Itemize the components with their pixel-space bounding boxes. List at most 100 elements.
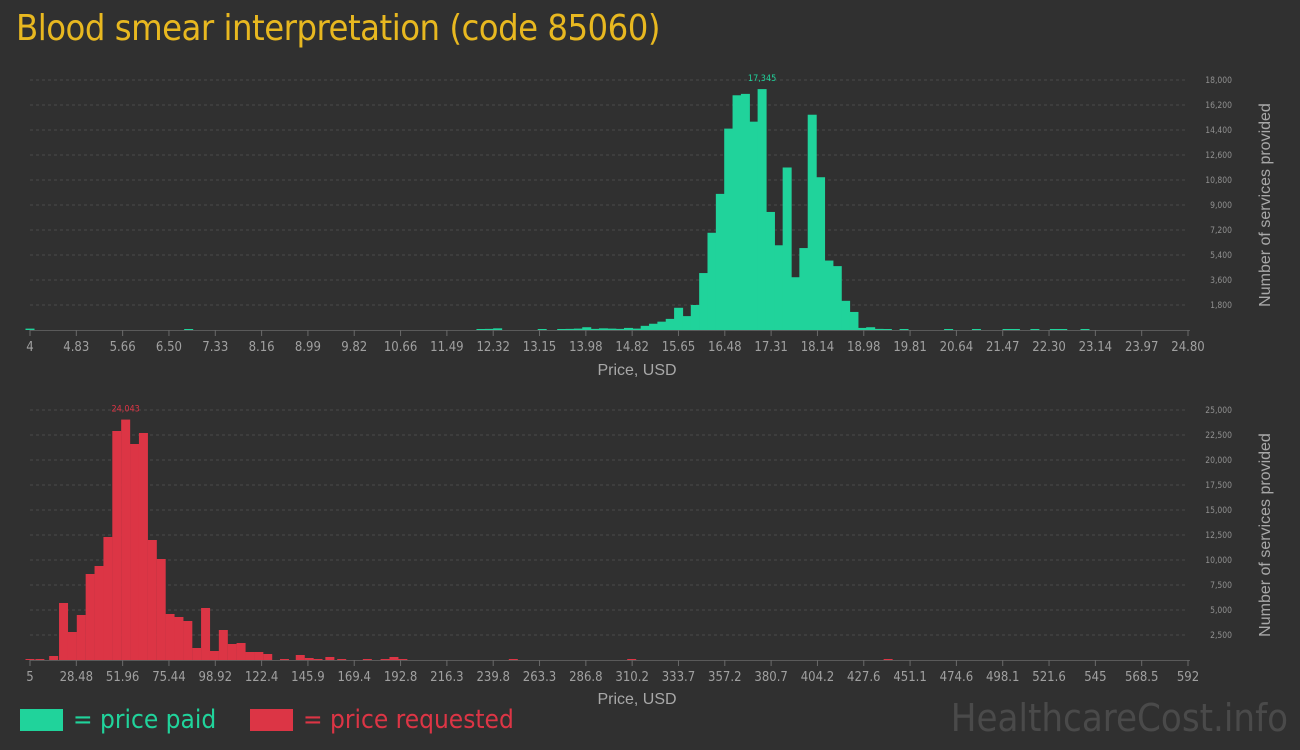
bar [476, 329, 486, 330]
y-axis-title: Number of services provided [1257, 103, 1274, 307]
bar [236, 643, 246, 660]
x-tick-label: 4 [26, 340, 33, 355]
x-tick-label: 216.3 [430, 670, 463, 685]
bar [398, 659, 408, 660]
bar [632, 328, 642, 330]
bar [649, 323, 659, 330]
bar [184, 329, 194, 330]
bar [774, 245, 784, 330]
y-tick-label: 12,600 [1205, 151, 1232, 161]
y-tick-label: 3,600 [1210, 276, 1232, 286]
bar [607, 328, 617, 330]
x-tick-label: 498.1 [986, 670, 1019, 685]
x-tick-label: 21.47 [986, 340, 1019, 355]
bar [201, 608, 211, 660]
y-tick-label: 9,000 [1210, 201, 1232, 211]
x-tick-label: 8.16 [249, 340, 275, 355]
x-tick-label: 286.8 [569, 670, 602, 685]
bar [380, 659, 390, 660]
bar [35, 659, 45, 660]
bar [1010, 329, 1020, 330]
x-tick-label: 5 [26, 670, 33, 685]
bar [557, 329, 567, 330]
x-tick-label: 13.98 [569, 340, 602, 355]
bar [1002, 329, 1012, 330]
bar [85, 574, 95, 660]
bar [94, 566, 104, 660]
legend-price-paid: = price paid [20, 704, 216, 736]
x-tick-label: 22.30 [1032, 340, 1065, 355]
x-tick-label: 122.4 [245, 670, 278, 685]
bar [707, 232, 717, 330]
bar [263, 654, 273, 660]
x-tick-label: 169.4 [337, 670, 370, 685]
x-tick-label: 51.96 [106, 670, 139, 685]
bar [615, 328, 625, 330]
bar [782, 167, 792, 330]
bar [715, 193, 725, 330]
x-tick-label: 310.2 [615, 670, 648, 685]
x-tick-label: 8.99 [295, 340, 321, 355]
bar [279, 659, 289, 660]
bar [254, 652, 264, 660]
bar [1030, 329, 1040, 330]
bar [857, 327, 867, 330]
bar [791, 277, 801, 330]
bar [640, 325, 650, 330]
bar [757, 89, 767, 330]
x-tick-label: 23.97 [1125, 340, 1158, 355]
bar [25, 328, 35, 330]
bar [337, 659, 347, 660]
bar [874, 328, 884, 330]
bar [67, 632, 77, 660]
y-tick-label: 25,000 [1205, 406, 1232, 416]
x-tick-label: 10.66 [384, 340, 417, 355]
y-tick-label: 2,500 [1210, 631, 1232, 641]
bar [565, 328, 575, 330]
bar [807, 114, 817, 330]
legend-swatch-requested [250, 709, 293, 731]
bar [165, 614, 175, 660]
bar [174, 617, 184, 660]
legend-swatch-paid [20, 709, 63, 731]
x-tick-label: 16.48 [708, 340, 741, 355]
bar [537, 329, 547, 330]
bar [493, 328, 503, 330]
x-axis-title: Price, USD [597, 362, 676, 379]
y-tick-label: 5,000 [1210, 606, 1232, 616]
bar [138, 433, 148, 660]
x-tick-label: 451.1 [893, 670, 926, 685]
bar [944, 329, 954, 330]
x-tick-label: 6.50 [156, 340, 182, 355]
x-tick-label: 17.31 [754, 340, 787, 355]
bar [732, 95, 742, 331]
bar [227, 644, 237, 660]
y-tick-label: 16,200 [1205, 101, 1232, 111]
y-tick-label: 15,000 [1205, 506, 1232, 516]
x-tick-label: 14.82 [615, 340, 648, 355]
bar [304, 658, 314, 660]
bar [49, 656, 59, 660]
x-tick-label: 474.6 [940, 670, 973, 685]
bar [362, 659, 372, 660]
bar [183, 621, 193, 660]
bar [209, 651, 219, 660]
bar [218, 630, 228, 660]
bar [295, 655, 305, 660]
x-tick-label: 263.3 [523, 670, 556, 685]
x-tick-label: 12.32 [476, 340, 509, 355]
bar [749, 121, 759, 331]
legend-price-requested: = price requested [250, 704, 514, 736]
bar [824, 260, 834, 330]
x-tick-label: 357.2 [708, 670, 741, 685]
bar [147, 540, 157, 660]
y-tick-label: 20,000 [1205, 456, 1232, 466]
peak-value-label: 24,043 [112, 405, 140, 415]
bar [103, 537, 113, 660]
x-tick-label: 75.44 [152, 670, 185, 685]
x-axis-title: Price, USD [597, 691, 676, 708]
y-tick-label: 10,000 [1205, 556, 1232, 566]
bar [883, 659, 893, 660]
bar [765, 211, 775, 330]
bar [484, 328, 494, 330]
